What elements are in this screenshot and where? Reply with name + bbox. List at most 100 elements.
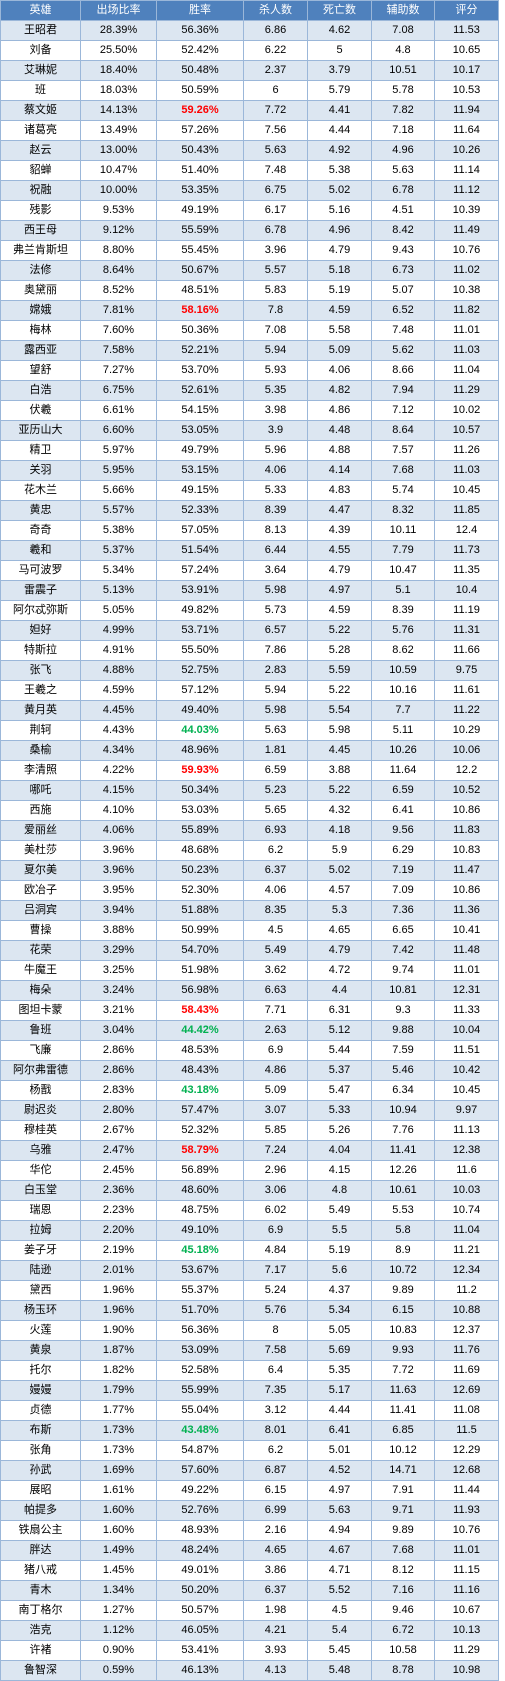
cell-pick-rate[interactable]: 3.04% <box>80 1020 157 1041</box>
cell-assists[interactable]: 7.91 <box>371 1480 435 1501</box>
cell-assists[interactable]: 8.42 <box>371 220 435 241</box>
cell-pick-rate[interactable]: 5.34% <box>80 560 157 581</box>
cell-kills[interactable]: 8.39 <box>243 500 308 521</box>
cell-assists[interactable]: 8.64 <box>371 420 435 441</box>
cell-score[interactable]: 12.4 <box>434 520 499 541</box>
cell-assists[interactable]: 12.26 <box>371 1160 435 1181</box>
cell-pick-rate[interactable]: 8.80% <box>80 240 157 261</box>
cell-assists[interactable]: 5.8 <box>371 1220 435 1241</box>
cell-assists[interactable]: 11.63 <box>371 1380 435 1401</box>
cell-hero[interactable]: 猪八戒 <box>0 1560 81 1581</box>
cell-pick-rate[interactable]: 1.45% <box>80 1560 157 1581</box>
cell-win-rate[interactable]: 49.22% <box>156 1480 244 1501</box>
cell-assists[interactable]: 9.3 <box>371 1000 435 1021</box>
cell-hero[interactable]: 西施 <box>0 800 81 821</box>
cell-deaths[interactable]: 4.04 <box>307 1140 372 1161</box>
cell-kills[interactable]: 3.07 <box>243 1100 308 1121</box>
cell-deaths[interactable]: 4.18 <box>307 820 372 841</box>
cell-kills[interactable]: 4.21 <box>243 1620 308 1641</box>
cell-assists[interactable]: 7.59 <box>371 1040 435 1061</box>
cell-deaths[interactable]: 4.72 <box>307 960 372 981</box>
cell-hero[interactable]: 爱丽丝 <box>0 820 81 841</box>
cell-assists[interactable]: 7.42 <box>371 940 435 961</box>
cell-score[interactable]: 11.29 <box>434 380 499 401</box>
cell-kills[interactable]: 5.35 <box>243 380 308 401</box>
cell-kills[interactable]: 4.13 <box>243 1660 308 1681</box>
cell-assists[interactable]: 6.29 <box>371 840 435 861</box>
cell-hero[interactable]: 梅林 <box>0 320 81 341</box>
cell-score[interactable]: 10.76 <box>434 240 499 261</box>
cell-assists[interactable]: 5.62 <box>371 340 435 361</box>
cell-assists[interactable]: 4.8 <box>371 40 435 61</box>
cell-hero[interactable]: 吕洞宾 <box>0 900 81 921</box>
cell-kills[interactable]: 6.9 <box>243 1040 308 1061</box>
cell-win-rate[interactable]: 51.54% <box>156 540 244 561</box>
cell-win-rate[interactable]: 52.76% <box>156 1500 244 1521</box>
cell-hero[interactable]: 拉姆 <box>0 1220 81 1241</box>
cell-kills[interactable]: 6.22 <box>243 40 308 61</box>
cell-win-rate[interactable]: 52.33% <box>156 500 244 521</box>
cell-win-rate[interactable]: 49.15% <box>156 480 244 501</box>
cell-win-rate[interactable]: 48.24% <box>156 1540 244 1561</box>
cell-kills[interactable]: 6.63 <box>243 980 308 1001</box>
cell-assists[interactable]: 10.59 <box>371 660 435 681</box>
cell-hero[interactable]: 奇奇 <box>0 520 81 541</box>
cell-win-rate[interactable]: 52.21% <box>156 340 244 361</box>
cell-pick-rate[interactable]: 2.83% <box>80 1080 157 1101</box>
cell-hero[interactable]: 关羽 <box>0 460 81 481</box>
cell-pick-rate[interactable]: 3.21% <box>80 1000 157 1021</box>
cell-deaths[interactable]: 5.4 <box>307 1620 372 1641</box>
cell-pick-rate[interactable]: 1.61% <box>80 1480 157 1501</box>
cell-pick-rate[interactable]: 1.90% <box>80 1320 157 1341</box>
cell-deaths[interactable]: 5.6 <box>307 1260 372 1281</box>
cell-win-rate[interactable]: 59.26% <box>156 100 244 121</box>
cell-kills[interactable]: 8.13 <box>243 520 308 541</box>
cell-assists[interactable]: 5.46 <box>371 1060 435 1081</box>
cell-score[interactable]: 11.44 <box>434 1480 499 1501</box>
cell-score[interactable]: 10.39 <box>434 200 499 221</box>
cell-pick-rate[interactable]: 4.59% <box>80 680 157 701</box>
cell-deaths[interactable]: 5 <box>307 40 372 61</box>
cell-pick-rate[interactable]: 6.75% <box>80 380 157 401</box>
cell-kills[interactable]: 5.96 <box>243 440 308 461</box>
cell-score[interactable]: 11.01 <box>434 960 499 981</box>
cell-deaths[interactable]: 5.54 <box>307 700 372 721</box>
cell-score[interactable]: 11.51 <box>434 1040 499 1061</box>
cell-hero[interactable]: 帕提多 <box>0 1500 81 1521</box>
cell-win-rate[interactable]: 56.98% <box>156 980 244 1001</box>
cell-win-rate[interactable]: 52.42% <box>156 40 244 61</box>
cell-assists[interactable]: 5.11 <box>371 720 435 741</box>
cell-pick-rate[interactable]: 6.60% <box>80 420 157 441</box>
cell-assists[interactable]: 7.12 <box>371 400 435 421</box>
cell-pick-rate[interactable]: 5.37% <box>80 540 157 561</box>
cell-pick-rate[interactable]: 5.95% <box>80 460 157 481</box>
cell-win-rate[interactable]: 48.93% <box>156 1520 244 1541</box>
cell-score[interactable]: 11.01 <box>434 320 499 341</box>
cell-pick-rate[interactable]: 1.60% <box>80 1500 157 1521</box>
cell-assists[interactable]: 9.56 <box>371 820 435 841</box>
cell-kills[interactable]: 7.35 <box>243 1380 308 1401</box>
cell-win-rate[interactable]: 50.20% <box>156 1580 244 1601</box>
cell-pick-rate[interactable]: 1.96% <box>80 1300 157 1321</box>
cell-win-rate[interactable]: 48.53% <box>156 1040 244 1061</box>
cell-win-rate[interactable]: 49.82% <box>156 600 244 621</box>
cell-kills[interactable]: 7.24 <box>243 1140 308 1161</box>
cell-assists[interactable]: 4.96 <box>371 140 435 161</box>
cell-kills[interactable]: 5.94 <box>243 680 308 701</box>
cell-pick-rate[interactable]: 4.34% <box>80 740 157 761</box>
cell-pick-rate[interactable]: 8.52% <box>80 280 157 301</box>
cell-score[interactable]: 10.41 <box>434 920 499 941</box>
cell-hero[interactable]: 图坦卡蒙 <box>0 1000 81 1021</box>
cell-score[interactable]: 12.2 <box>434 760 499 781</box>
cell-hero[interactable]: 花荣 <box>0 940 81 961</box>
cell-score[interactable]: 10.29 <box>434 720 499 741</box>
cell-hero[interactable]: 梅朵 <box>0 980 81 1001</box>
cell-kills[interactable]: 5.76 <box>243 1300 308 1321</box>
cell-score[interactable]: 11.53 <box>434 20 499 41</box>
cell-pick-rate[interactable]: 10.47% <box>80 160 157 181</box>
cell-hero[interactable]: 南丁格尔 <box>0 1600 81 1621</box>
cell-score[interactable]: 10.17 <box>434 60 499 81</box>
cell-win-rate[interactable]: 57.47% <box>156 1100 244 1121</box>
cell-hero[interactable]: 奥黛丽 <box>0 280 81 301</box>
cell-assists[interactable]: 9.74 <box>371 960 435 981</box>
